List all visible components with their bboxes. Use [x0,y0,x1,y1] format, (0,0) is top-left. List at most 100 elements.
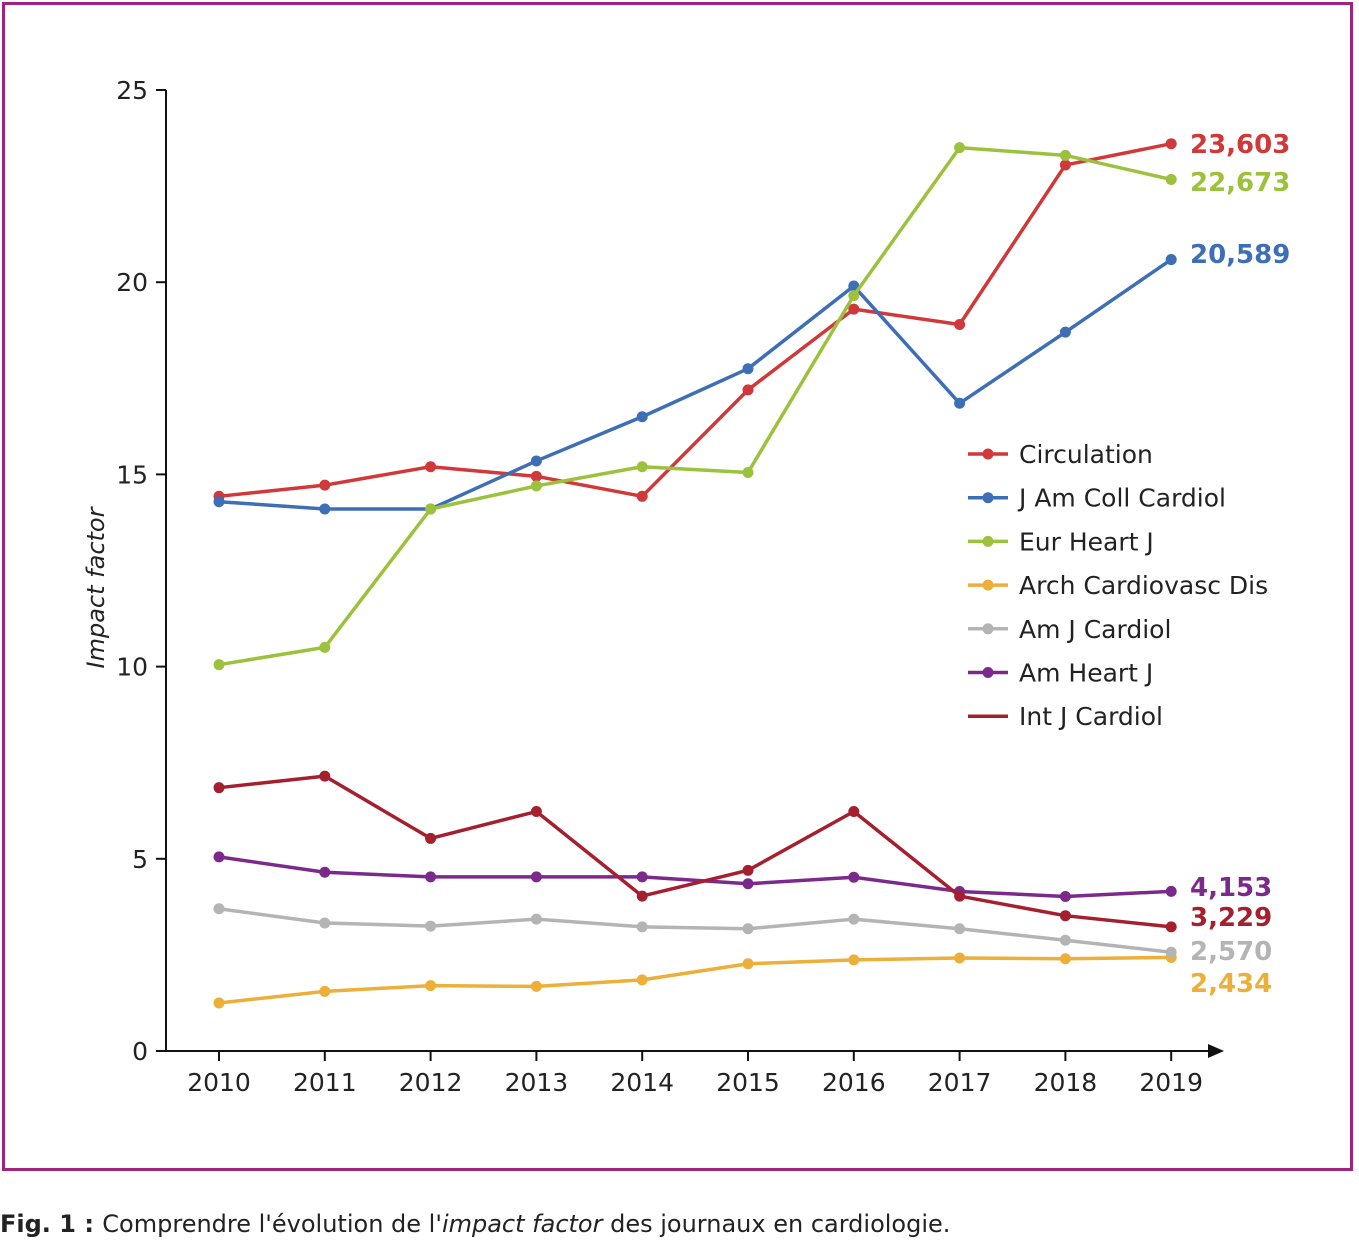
data-point [319,770,331,782]
legend-label: J Am Coll Cardiol [1017,484,1226,513]
data-point [213,659,225,671]
data-point [636,461,648,473]
data-point [319,641,331,653]
data-point [425,832,437,844]
data-point [848,303,860,315]
end-value-label: 2,434 [1190,969,1272,999]
y-tick-label: 15 [116,460,148,489]
data-point [425,920,437,932]
data-point [530,470,542,482]
data-point [213,496,225,508]
legend-label: Am Heart J [1019,659,1153,688]
data-point [636,490,648,502]
data-point [425,503,437,515]
legend-label: Int J Cardiol [1019,702,1163,731]
series-line [218,145,1172,667]
legend-label: Circulation [1019,440,1153,469]
end-value-label: 23,603 [1190,130,1290,160]
data-point [1059,953,1071,965]
data-point [530,480,542,492]
caption-text-end: des journaux en cardiologie. [602,1210,951,1238]
data-point [954,397,966,409]
legend-swatch-point [982,492,994,504]
series-line [218,955,1172,1005]
y-tick-label: 0 [132,1037,148,1066]
data-point [1165,946,1177,958]
legend-label: Eur Heart J [1019,527,1154,556]
chart-legend: Circulation J Am Coll Cardiol Eur Heart J A… [968,440,1268,731]
data-point [742,363,754,375]
data-point [530,806,542,818]
data-point [1059,910,1071,922]
data-point [319,917,331,929]
end-value-label: 22,673 [1190,168,1290,198]
caption-text-italic: impact factor [441,1210,603,1238]
x-axis-arrow [1208,1044,1224,1058]
x-tick-label: 2016 [822,1068,886,1097]
x-tick-label: 2015 [716,1068,780,1097]
legend-swatch-point [982,579,994,591]
data-point [425,871,437,883]
end-value-label: 20,589 [1190,240,1290,270]
data-point [425,980,437,992]
data-point [954,952,966,964]
y-tick-label: 5 [132,845,148,874]
data-point [954,923,966,935]
data-point [530,913,542,925]
data-point [319,503,331,515]
data-point [213,903,225,915]
data-point [636,871,648,883]
data-point [848,290,860,302]
data-point [848,806,860,818]
data-point [1165,254,1177,266]
legend-swatch-point [982,535,994,547]
data-point [742,923,754,935]
data-point [636,974,648,986]
chart-series [213,138,1177,1009]
x-tick-label: 2014 [610,1068,674,1097]
data-point [954,142,966,154]
end-value-label: 4,153 [1190,873,1272,903]
data-point [319,479,331,491]
data-point [1059,326,1071,338]
x-tick-label: 2012 [399,1068,463,1097]
data-point [1165,921,1177,933]
y-tick-label: 10 [116,653,148,682]
data-point [530,980,542,992]
data-point [1059,890,1071,902]
data-point [213,782,225,794]
series-line [218,907,1172,954]
series-line [218,774,1172,929]
legend-label: Arch Cardiovasc Dis [1019,571,1268,600]
legend-swatch-point [982,623,994,635]
data-point [742,878,754,890]
impact-factor-line-chart: 0 5 10 15 20 25 2010 2011 2012 2013 2014 2015 2016 20… [82,76,1290,1097]
x-tick-label: 2018 [1034,1068,1098,1097]
data-point [213,997,225,1009]
series-line [218,141,1172,499]
data-point [1059,159,1071,171]
end-value-label: 2,570 [1190,937,1272,967]
x-tick-label: 2013 [505,1068,569,1097]
y-axis-title: Impact factor [82,505,110,668]
data-point [1059,149,1071,161]
caption-label: Fig. 1 [0,1210,76,1238]
x-tick-label: 2010 [187,1068,251,1097]
data-point [742,958,754,970]
series-line [218,855,1172,899]
data-point [1165,885,1177,897]
legend-label: Am J Cardiol [1019,615,1171,644]
data-point [1165,173,1177,185]
y-tick-label: 20 [116,268,148,297]
data-point [848,913,860,925]
data-point [425,461,437,473]
data-point [636,921,648,933]
x-tick-label: 2019 [1139,1068,1203,1097]
end-value-label: 3,229 [1190,903,1272,933]
data-point [319,866,331,878]
caption-separator: : [75,1210,103,1238]
series-line [218,258,1173,511]
legend-swatch-point [982,667,994,678]
legend-swatch-point [982,448,994,460]
data-point [848,871,860,883]
